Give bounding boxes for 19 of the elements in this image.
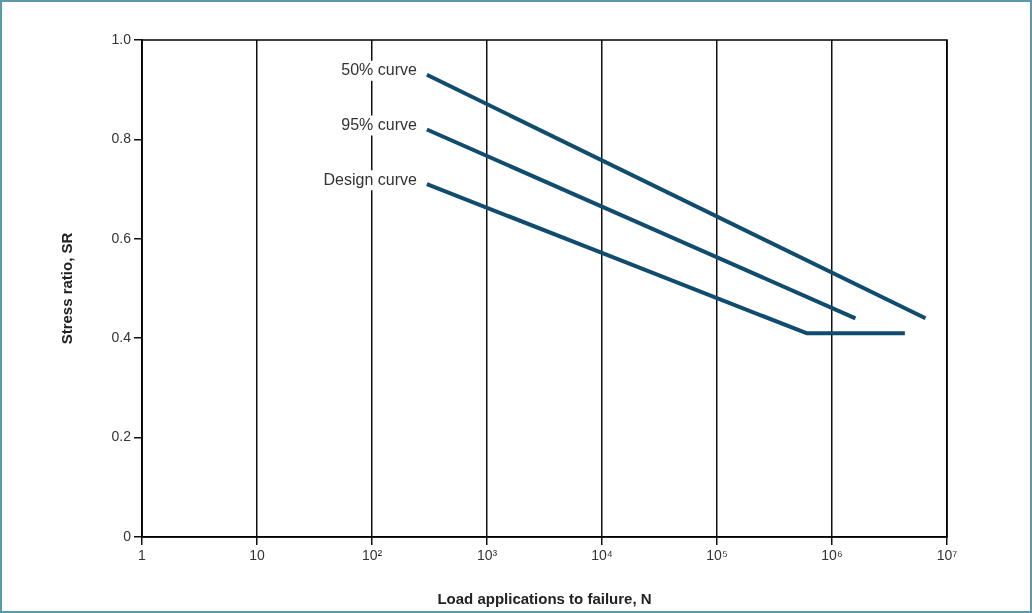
y-tick-label: 0.2 bbox=[111, 428, 132, 445]
y-tick-label: 1.0 bbox=[111, 30, 132, 47]
x-tick-label: 1 bbox=[138, 547, 147, 564]
y-tick-label: 0.4 bbox=[111, 329, 132, 346]
x-axis-title: Load applications to failure, N bbox=[437, 590, 652, 608]
x-tick-label: 10⁷ bbox=[936, 547, 958, 564]
x-tick-label: 10³ bbox=[476, 547, 498, 564]
series-label: 50% curve bbox=[341, 61, 417, 79]
series-label: 95% curve bbox=[341, 115, 417, 133]
y-tick-label: 0 bbox=[123, 527, 132, 544]
x-tick-label: 10⁴ bbox=[591, 547, 613, 564]
y-axis-title: Stress ratio, SR bbox=[58, 232, 76, 345]
y-tick-label: 0.8 bbox=[111, 130, 132, 147]
x-tick-label: 10 bbox=[249, 547, 265, 564]
x-tick-label: 10² bbox=[361, 547, 383, 564]
series-label: Design curve bbox=[323, 170, 417, 188]
x-tick-label: 10⁵ bbox=[706, 547, 728, 564]
x-tick-label: 10⁶ bbox=[821, 547, 843, 564]
y-tick-label: 0.6 bbox=[111, 229, 132, 246]
